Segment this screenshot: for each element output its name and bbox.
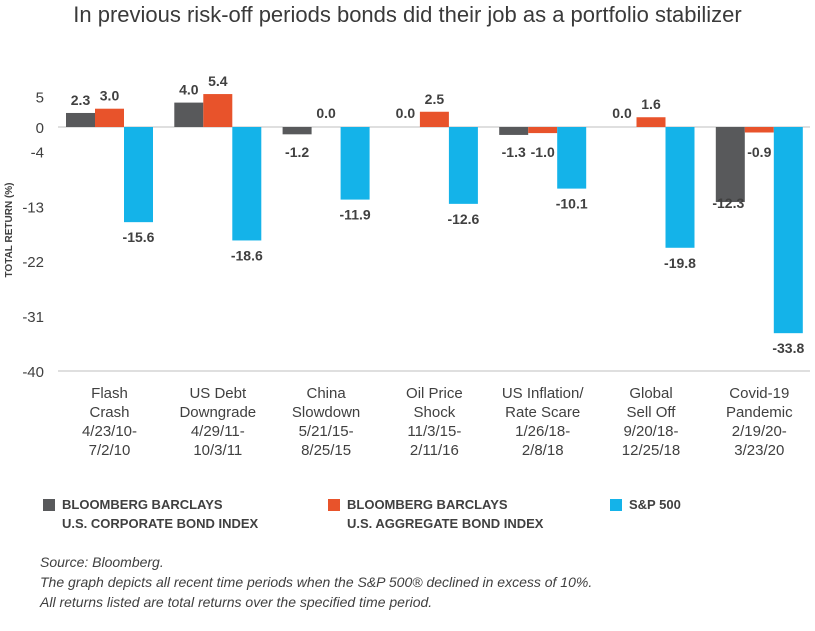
y-tick-label: -31 (22, 309, 44, 326)
bar-aggregate-bond (744, 127, 774, 133)
x-category-label: Downgrade (179, 404, 256, 421)
data-label-aggregate-bond: 3.0 (100, 88, 120, 104)
x-category-label: Global (629, 385, 672, 402)
returns-note: All returns listed are total returns ove… (40, 594, 433, 610)
x-category-label: US Debt (189, 385, 247, 402)
data-label-corporate-bond: 0.0 (612, 105, 632, 121)
y-tick-label: -13 (22, 199, 44, 216)
y-axis-title: TOTAL RETURN (%) (4, 183, 15, 278)
y-tick-label: 5 (36, 90, 44, 107)
y-tick-label: -22 (22, 254, 44, 271)
y-tick-label: -4 (31, 144, 44, 161)
bar-sp500 (665, 127, 695, 248)
bar-aggregate-bond (636, 117, 666, 127)
x-category-label: Sell Off (627, 404, 677, 421)
x-category-label: 4/29/11- (191, 423, 245, 440)
data-label-corporate-bond: -12.3 (712, 195, 744, 211)
legend-swatch-sp500 (610, 499, 622, 511)
data-label-corporate-bond: -1.2 (285, 144, 309, 160)
data-label-corporate-bond: -1.3 (502, 144, 526, 160)
bar-sp500 (124, 127, 153, 223)
x-category-label: 2/19/20- (732, 423, 787, 440)
description-note: The graph depicts all recent time period… (40, 574, 593, 590)
x-category-label: Crash (89, 404, 129, 421)
x-category-label: 8/25/15 (301, 442, 351, 459)
bar-aggregate-bond (419, 111, 449, 127)
data-label-sp500: -19.8 (664, 255, 696, 271)
bar-corporate-bond (499, 127, 529, 135)
bar-corporate-bond (174, 102, 204, 127)
x-category-label: 9/20/18- (623, 423, 678, 440)
bar-sp500 (232, 127, 262, 241)
data-label-sp500: -15.6 (123, 229, 155, 245)
footnotes: Source: Bloomberg. The graph depicts all… (40, 552, 592, 612)
x-category-label: 7/2/10 (89, 442, 131, 459)
x-category-label: Slowdown (292, 404, 360, 421)
bar-aggregate-bond (95, 108, 124, 127)
data-label-sp500: -33.8 (772, 340, 804, 356)
legend-label-sp500: S&P 500 (629, 497, 681, 512)
legend-label-aggregate: BLOOMBERG BARCLAYS U.S. AGGREGATE BOND I… (347, 497, 544, 531)
bar-sp500 (557, 127, 587, 189)
bar-aggregate-bond (203, 94, 233, 127)
data-label-aggregate-bond: 5.4 (208, 73, 228, 89)
bar-chart: 5 0 -4 -13 -22 -31 -40 TOTAL RETURN (%) 2.3 3.0 -1… (4, 73, 810, 459)
bar-corporate-bond (715, 127, 745, 203)
x-category-label: Flash (91, 385, 128, 402)
data-label-aggregate-bond: 0.0 (316, 105, 336, 121)
source-note: Source: Bloomberg. (40, 554, 164, 570)
data-label-corporate-bond: 0.0 (396, 105, 416, 121)
x-category-label: 2/11/16 (410, 442, 459, 459)
bar-sp500 (773, 127, 803, 334)
bar-aggregate-bond (528, 127, 558, 134)
data-label-corporate-bond: 4.0 (179, 82, 199, 98)
x-category-label: 12/25/18 (622, 442, 680, 459)
bar-corporate-bond (282, 127, 312, 135)
data-label-sp500: -12.6 (447, 211, 479, 227)
x-category-label: 4/23/10- (82, 423, 137, 440)
x-category-label: 11/3/15- (407, 423, 461, 440)
data-label-aggregate-bond: -1.0 (531, 144, 555, 160)
legend-swatch-aggregate (328, 499, 340, 511)
legend-swatch-corporate (43, 499, 55, 511)
x-category-label: Rate Scare (505, 404, 580, 421)
data-label-aggregate-bond: 1.6 (641, 96, 661, 112)
data-label-aggregate-bond: 2.5 (425, 91, 445, 107)
bar-sp500 (448, 127, 478, 204)
data-label-sp500: -11.9 (340, 207, 371, 223)
data-label-aggregate-bond: -0.9 (747, 144, 771, 160)
legend-label-corporate: BLOOMBERG BARCLAYS U.S. CORPORATE BOND I… (62, 497, 259, 531)
data-label-sp500: -10.1 (556, 196, 588, 212)
y-tick-label: -40 (22, 364, 44, 381)
x-category-label: Pandemic (726, 404, 793, 421)
chart-title: In previous risk-off periods bonds did t… (73, 2, 742, 27)
x-category-label: US Inflation/ (502, 385, 585, 402)
x-category-label: 1/26/18- (515, 423, 570, 440)
bar-sp500 (340, 127, 370, 200)
x-category-label: 5/21/15- (299, 423, 354, 440)
x-category-label: Oil Price (406, 385, 463, 402)
x-category-label: 3/23/20 (734, 442, 784, 459)
data-label-corporate-bond: 2.3 (71, 92, 91, 108)
x-category-label: China (306, 385, 346, 402)
bar-corporate-bond (66, 112, 95, 127)
data-label-sp500: -18.6 (231, 247, 263, 263)
x-category-label: 10/3/11 (193, 442, 242, 459)
y-tick-label: 0 (36, 120, 44, 137)
x-category-label: Covid-19 (729, 385, 789, 402)
x-category-label: Shock (414, 404, 456, 421)
x-category-label: 2/8/18 (522, 442, 564, 459)
